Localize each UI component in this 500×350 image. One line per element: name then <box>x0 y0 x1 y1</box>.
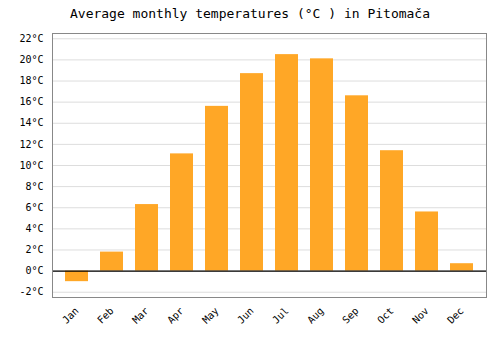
svg-text:Apr: Apr <box>165 305 186 326</box>
svg-text:10°C: 10°C <box>19 160 43 171</box>
svg-text:Jul: Jul <box>270 305 291 326</box>
svg-text:2°C: 2°C <box>25 244 43 255</box>
svg-text:Jan: Jan <box>60 305 81 326</box>
svg-text:20°C: 20°C <box>19 54 43 65</box>
svg-text:14°C: 14°C <box>19 117 43 128</box>
svg-text:Nov: Nov <box>410 305 431 326</box>
svg-text:-2°C: -2°C <box>19 286 43 297</box>
svg-text:Sep: Sep <box>340 305 361 326</box>
svg-text:Jun: Jun <box>235 305 256 326</box>
svg-text:12°C: 12°C <box>19 139 43 150</box>
svg-text:Dec: Dec <box>445 305 466 326</box>
svg-text:Mar: Mar <box>130 305 151 326</box>
svg-text:18°C: 18°C <box>19 75 43 86</box>
svg-text:16°C: 16°C <box>19 96 43 107</box>
svg-text:22°C: 22°C <box>19 33 43 44</box>
svg-text:May: May <box>200 305 221 326</box>
svg-text:6°C: 6°C <box>25 202 43 213</box>
svg-text:Oct: Oct <box>375 305 396 326</box>
svg-text:4°C: 4°C <box>25 223 43 234</box>
svg-text:8°C: 8°C <box>25 181 43 192</box>
svg-text:Aug: Aug <box>305 305 326 326</box>
svg-text:0°C: 0°C <box>25 265 43 276</box>
svg-text:Feb: Feb <box>95 305 116 326</box>
html-text:Average monthly temperatures (: Average monthly temperatures (°C ) in Pi… <box>70 6 430 21</box>
